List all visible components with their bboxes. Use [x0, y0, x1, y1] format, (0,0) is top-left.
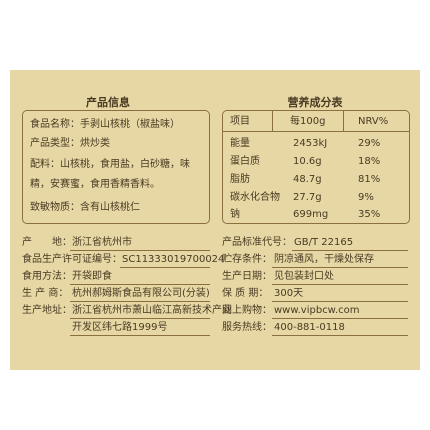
address-underline-1 — [70, 318, 210, 319]
col-divider-1 — [272, 111, 273, 131]
standard-underline — [292, 250, 408, 251]
nutrition-table — [222, 110, 410, 224]
product-type: 产品类型：烘炒类 — [30, 138, 110, 149]
producer-underline — [70, 301, 210, 302]
hotline-value: 400-881-0118 — [274, 322, 345, 333]
usage-value: 开袋即食 — [72, 271, 112, 282]
nutrition-value: 699mg — [293, 209, 329, 220]
standard-value: GB/T 22165 — [294, 237, 354, 248]
date-value: 见包装封口处 — [274, 271, 334, 282]
date-label: 生产日期： — [222, 271, 272, 282]
shelf-value: 300天 — [274, 288, 304, 299]
ingredients-line1: 配料：山核桃，食用盐，白砂糖，味 — [30, 159, 190, 170]
hotline-underline — [272, 335, 408, 336]
license-value: SC11333019700024 — [122, 254, 225, 265]
nutrition-value: 10.6g — [293, 156, 322, 167]
product-info-title: 产品信息 — [86, 96, 130, 109]
license-underline — [120, 267, 210, 268]
usage-underline — [70, 284, 210, 285]
nutrition-nrv: 81% — [358, 174, 381, 185]
origin-value: 浙江省杭州市 — [72, 237, 132, 248]
shop-label: 网上购物： — [222, 305, 272, 316]
nutrition-header-nrv: NRV% — [358, 116, 389, 127]
nutrition-item: 能量 — [230, 138, 250, 149]
product-info-box — [22, 110, 210, 224]
date-underline — [272, 284, 408, 285]
nutrition-nrv: 35% — [358, 209, 381, 220]
origin-underline — [70, 250, 210, 251]
usage-label: 食用方法： — [22, 271, 72, 282]
producer-value: 杭州郝姆斯食品有限公司(分装) — [72, 288, 210, 299]
producer-label: 生 产 商： — [22, 288, 69, 299]
col-divider-2 — [343, 111, 344, 131]
storage-label: 贮存条件： — [222, 254, 272, 265]
nutrition-value: 2453kJ — [293, 138, 328, 149]
hotline-label: 服务热线： — [222, 322, 272, 333]
address-underline-2 — [70, 335, 210, 336]
nutrition-nrv: 18% — [358, 156, 381, 167]
product-name: 食品名称：手剥山核桃（椒盐味） — [30, 119, 180, 130]
address-line1: 浙江省杭州市萧山临江高新技术产业 — [72, 305, 232, 316]
nutrition-item: 钠 — [230, 209, 240, 220]
nutrition-nrv: 29% — [358, 138, 381, 149]
nutrition-item: 脂肪 — [230, 174, 250, 185]
nutrition-nrv: 9% — [358, 192, 374, 203]
storage-value: 阴凉通风，干燥处保存 — [274, 254, 374, 265]
shelf-underline — [272, 301, 408, 302]
shelf-label: 保 质 期： — [222, 288, 269, 299]
nutrition-item: 碳水化合物 — [230, 192, 280, 203]
license-label: 食品生产许可证编号： — [22, 254, 122, 265]
shop-value: www.vipbcw.com — [274, 305, 360, 316]
nutrition-title: 营养成分表 — [287, 96, 343, 109]
ingredients-line2: 精，安赛蜜，食用香精香料。 — [30, 179, 160, 190]
allergen-info: 致敏物质：含有山核桃仁 — [30, 202, 140, 213]
shop-underline — [272, 318, 408, 319]
nutrition-header-divider — [223, 131, 409, 132]
standard-label: 产品标准代号： — [222, 237, 292, 248]
storage-underline — [272, 267, 408, 268]
nutrition-item: 蛋白质 — [230, 156, 260, 167]
nutrition-header-per100g: 每100g — [290, 116, 326, 127]
nutrition-value: 27.7g — [293, 192, 322, 203]
nutrition-value: 48.7g — [293, 174, 322, 185]
address-line2: 开发区纬七路1999号 — [72, 322, 168, 333]
address-label: 生产地址： — [22, 305, 72, 316]
product-label-card: 产品信息 食品名称：手剥山核桃（椒盐味） 产品类型：烘炒类 配料：山核桃，食用盐… — [10, 70, 420, 370]
origin-label: 产 地： — [22, 237, 72, 248]
nutrition-header-item: 项目 — [230, 116, 250, 127]
